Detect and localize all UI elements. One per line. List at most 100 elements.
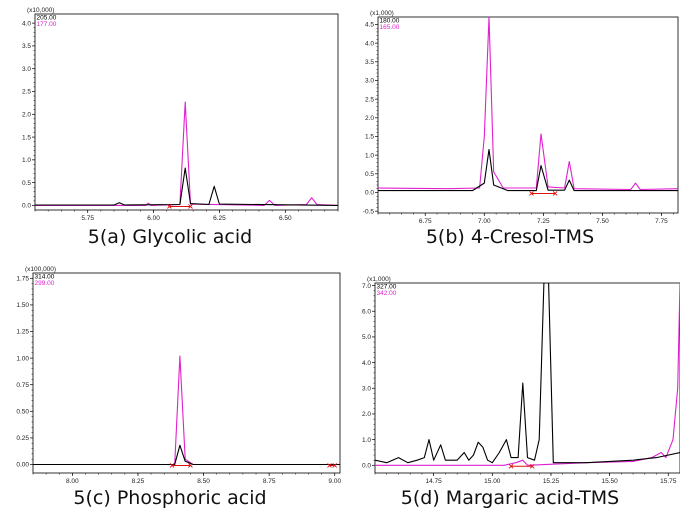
x-tick-label: 8.25 xyxy=(132,478,145,485)
x-tick-label: 6.25 xyxy=(213,215,226,222)
x-tick-label: 7.75 xyxy=(655,218,668,225)
legend-label: 165.00 xyxy=(380,24,400,31)
x-tick-label: 15.00 xyxy=(484,478,501,485)
y-tick-label: 0.5 xyxy=(365,171,374,178)
x-tick-label: 9.00 xyxy=(328,478,341,485)
integration-marker xyxy=(188,204,193,209)
y-tick-label: 6.0 xyxy=(362,308,371,315)
y-tick-label: 1.25 xyxy=(16,329,29,336)
x-tick-label: 7.00 xyxy=(478,218,491,225)
y-tick-label: 1.75 xyxy=(16,276,29,283)
x-tick-label: 15.50 xyxy=(601,478,618,485)
x-tick-label: 8.00 xyxy=(66,478,79,485)
series-line-327.00 xyxy=(375,283,680,464)
y-tick-label: 3.5 xyxy=(22,43,31,50)
y-tick-label: 0.0 xyxy=(365,190,374,197)
x-tick-label: 15.25 xyxy=(543,478,560,485)
x-tick-label: 8.50 xyxy=(197,478,210,485)
integration-marker xyxy=(327,463,332,468)
y-tick-label: 1.0 xyxy=(365,152,374,159)
y-tick-label: 1.5 xyxy=(22,134,31,141)
series-line-177.00 xyxy=(35,101,338,206)
legend-label: 180.00 xyxy=(380,18,400,25)
integration-marker xyxy=(167,204,172,209)
axis-multiplier: (x100,000) xyxy=(25,266,56,273)
series-line-180.00 xyxy=(378,148,678,192)
x-tick-label: 8.75 xyxy=(263,478,276,485)
chart-panel-b: (x1,000) -0.5 0.0 0.5 1.0 1.5 2.0 2.5 3.0 3.5 4.0 4… xyxy=(340,0,680,258)
y-tick-label: -0.5 xyxy=(363,208,375,215)
series-line-342.00 xyxy=(375,283,680,466)
y-tick-label: 1.5 xyxy=(365,134,374,141)
integration-marker xyxy=(169,463,175,468)
legend-label: 205.00 xyxy=(37,15,57,22)
y-tick-label: 5.0 xyxy=(362,334,371,341)
integration-marker xyxy=(529,463,535,469)
integration-marker xyxy=(188,463,193,468)
chart-panel-d: (x1,000) 0.0 1.0 2.0 3.0 4.0 5.0 6.0 7.0 14.75 15.… xyxy=(340,258,680,517)
series-line-314.00 xyxy=(33,444,340,466)
y-tick-label: 0.00 xyxy=(16,462,29,469)
chart-a-caption: 5(a) Glycolic acid xyxy=(87,226,253,248)
axis-multiplier: (x1,000) xyxy=(367,276,391,283)
y-tick-label: 3.0 xyxy=(22,66,31,73)
integration-marker xyxy=(529,191,534,196)
legend-label: 299.00 xyxy=(35,280,55,287)
y-tick-label: 1.50 xyxy=(16,302,29,309)
chart-b-svg: (x1,000) -0.5 0.0 0.5 1.0 1.5 2.0 2.5 3.0 3.5 4.0 4… xyxy=(363,10,679,225)
chart-b-caption: 5(b) 4-Cresol-TMS xyxy=(425,226,595,248)
x-tick-label: 6.00 xyxy=(147,215,160,222)
y-tick-label: 4.5 xyxy=(365,22,374,29)
axis-multiplier: (x1,000) xyxy=(370,10,394,17)
legend-label: 314.00 xyxy=(35,274,55,281)
y-tick-label: 1.00 xyxy=(16,355,29,362)
y-tick-label: 0.50 xyxy=(16,408,29,415)
x-tick-label: 6.50 xyxy=(279,215,292,222)
y-tick-label: 4.0 xyxy=(22,20,31,27)
chart-panel-a: (x10,000) 0.0 0.5 1.0 1.5 2.0 2.5 3.0 3.5 4.0 5.75… xyxy=(0,0,340,258)
x-tick-label: 7.25 xyxy=(537,218,550,225)
y-tick-label: 4.0 xyxy=(365,40,374,47)
y-tick-label: 2.0 xyxy=(22,111,31,118)
y-tick-label: 2.5 xyxy=(365,96,374,103)
y-tick-label: 1.0 xyxy=(22,157,31,164)
series-line-205.00 xyxy=(35,167,338,206)
x-tick-label: 14.75 xyxy=(426,478,443,485)
y-tick-label: 1.0 xyxy=(362,437,371,444)
legend-label: 177.00 xyxy=(37,21,57,28)
y-tick-label: 4.0 xyxy=(362,360,371,367)
plot-frame xyxy=(374,282,680,474)
y-tick-label: 2.5 xyxy=(22,89,31,96)
integration-marker xyxy=(508,463,514,469)
integration-marker xyxy=(332,463,338,468)
y-tick-label: 0.0 xyxy=(22,203,31,210)
plot-frame xyxy=(34,13,339,211)
y-tick-label: 2.0 xyxy=(362,411,371,418)
y-tick-label: 3.0 xyxy=(362,385,371,392)
chart-a-svg: (x10,000) 0.0 0.5 1.0 1.5 2.0 2.5 3.0 3.5 4.0 5.75… xyxy=(22,7,339,222)
x-tick-label: 5.75 xyxy=(81,215,94,222)
y-tick-label: 0.5 xyxy=(22,180,31,187)
y-tick-label: 2.0 xyxy=(365,115,374,122)
chart-c-caption: 5(c) Phosphoric acid xyxy=(73,487,267,509)
y-tick-label: 0.0 xyxy=(362,462,371,469)
y-tick-label: 0.75 xyxy=(16,382,29,389)
y-tick-label: 7.0 xyxy=(362,283,371,290)
chart-d-svg: (x1,000) 0.0 1.0 2.0 3.0 4.0 5.0 6.0 7.0 14.75 15.… xyxy=(362,276,680,485)
y-tick-label: 3.0 xyxy=(365,78,374,85)
plot-frame xyxy=(377,16,679,214)
y-tick-label: 3.5 xyxy=(365,59,374,66)
legend-label: 327.00 xyxy=(377,284,397,291)
x-tick-label: 7.50 xyxy=(596,218,609,225)
x-tick-label: 6.75 xyxy=(419,218,432,225)
integration-marker xyxy=(552,191,558,196)
chart-panel-c: (x100,000) 0.00 0.25 0.50 0.75 1.00 1.25 1.50 1.… xyxy=(0,258,341,517)
x-tick-label: 15.75 xyxy=(660,478,677,485)
legend-label: 342.00 xyxy=(377,290,397,297)
series-line-299.00 xyxy=(33,355,340,466)
series-line-165.00 xyxy=(378,17,678,191)
chart-d-caption: 5(d) Margaric acid-TMS xyxy=(400,487,620,509)
chart-c-svg: (x100,000) 0.00 0.25 0.50 0.75 1.00 1.25 1.50 1.… xyxy=(16,266,341,485)
y-tick-label: 0.25 xyxy=(16,435,29,442)
plot-frame xyxy=(32,272,341,474)
